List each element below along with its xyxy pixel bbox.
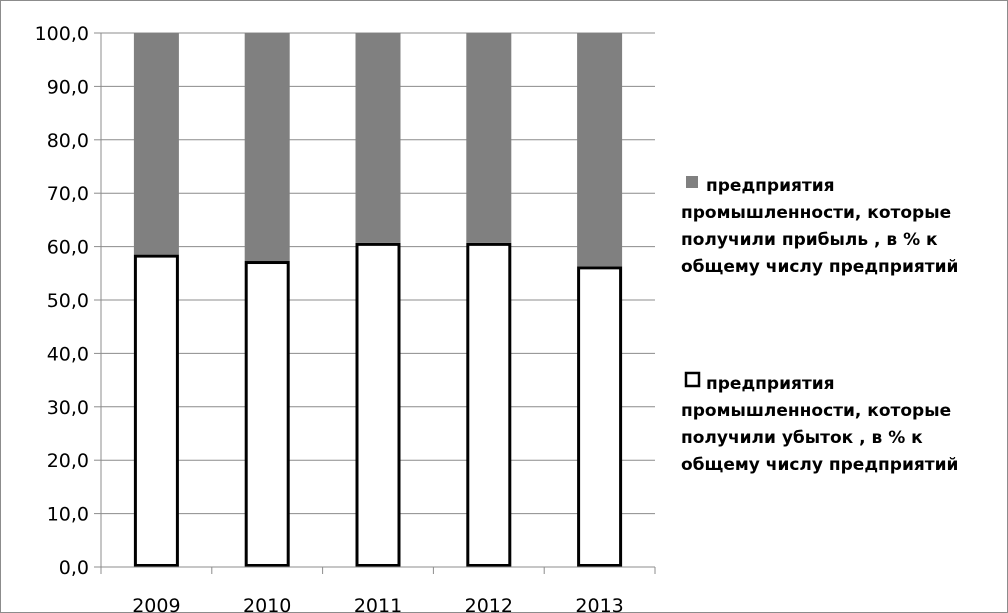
bar-loss-2009 xyxy=(133,254,179,567)
legend-entry-loss: предприятия промышленности, которые полу… xyxy=(681,371,958,475)
legend-line: предприятия xyxy=(706,374,835,394)
y-tick-label: 60,0 xyxy=(47,237,89,259)
x-tick-label: 2011 xyxy=(354,595,402,613)
x-tick-label: 2010 xyxy=(243,595,291,613)
y-tick-labels: 0,0 10,0 20,0 30,0 40,0 50,0 60,0 70,0 80,0 90,0 1… xyxy=(35,23,89,579)
axes xyxy=(94,32,656,574)
bar-profit-2010 xyxy=(244,33,290,262)
legend-swatch-profit xyxy=(686,176,698,188)
bar-profit-2012 xyxy=(466,33,512,243)
legend-line: общему числу предприятий xyxy=(681,455,958,475)
x-tick-label: 2013 xyxy=(575,595,623,613)
x-tick-label: 2012 xyxy=(465,595,513,613)
y-tick-label: 0,0 xyxy=(59,557,89,579)
y-tick-label: 30,0 xyxy=(47,397,89,419)
y-tick-label: 50,0 xyxy=(47,290,89,312)
x-tick-label: 2009 xyxy=(132,595,180,613)
y-tick-label: 100,0 xyxy=(35,23,89,45)
bar-profit-2009 xyxy=(133,33,179,255)
y-tick-label: 70,0 xyxy=(47,183,89,205)
y-tick-label: 80,0 xyxy=(47,130,89,152)
legend-line: получили убыток , в % к xyxy=(681,428,923,448)
bar-profit-2011 xyxy=(355,33,401,243)
legend-entry-profit: предприятия промышленности, которые полу… xyxy=(681,176,958,277)
legend-label-loss: предприятия промышленности, которые полу… xyxy=(681,374,958,475)
legend-label-profit: предприятия промышленности, которые полу… xyxy=(681,176,958,277)
bar-loss-2011 xyxy=(355,242,401,567)
y-tick-label: 10,0 xyxy=(47,504,89,526)
y-tick-label: 20,0 xyxy=(47,450,89,472)
legend-swatch-loss xyxy=(684,371,701,388)
bars xyxy=(133,33,623,567)
bar-loss-2012 xyxy=(466,242,512,567)
x-tick-labels: 2009 2010 2011 2012 2013 xyxy=(132,595,624,613)
bar-profit-2013 xyxy=(577,33,623,267)
y-tick-label: 40,0 xyxy=(47,343,89,365)
legend-line: промышленности, которые xyxy=(681,401,951,421)
legend: предприятия промышленности, которые полу… xyxy=(681,176,958,475)
bar-loss-2010 xyxy=(244,261,290,567)
y-tick-label: 90,0 xyxy=(47,76,89,98)
bar-loss-2013 xyxy=(577,266,623,567)
legend-line: предприятия xyxy=(706,176,835,196)
legend-line: получили прибыль , в % к xyxy=(681,230,938,250)
legend-line: общему числу предприятий xyxy=(681,257,958,277)
legend-line: промышленности, которые xyxy=(681,203,951,223)
